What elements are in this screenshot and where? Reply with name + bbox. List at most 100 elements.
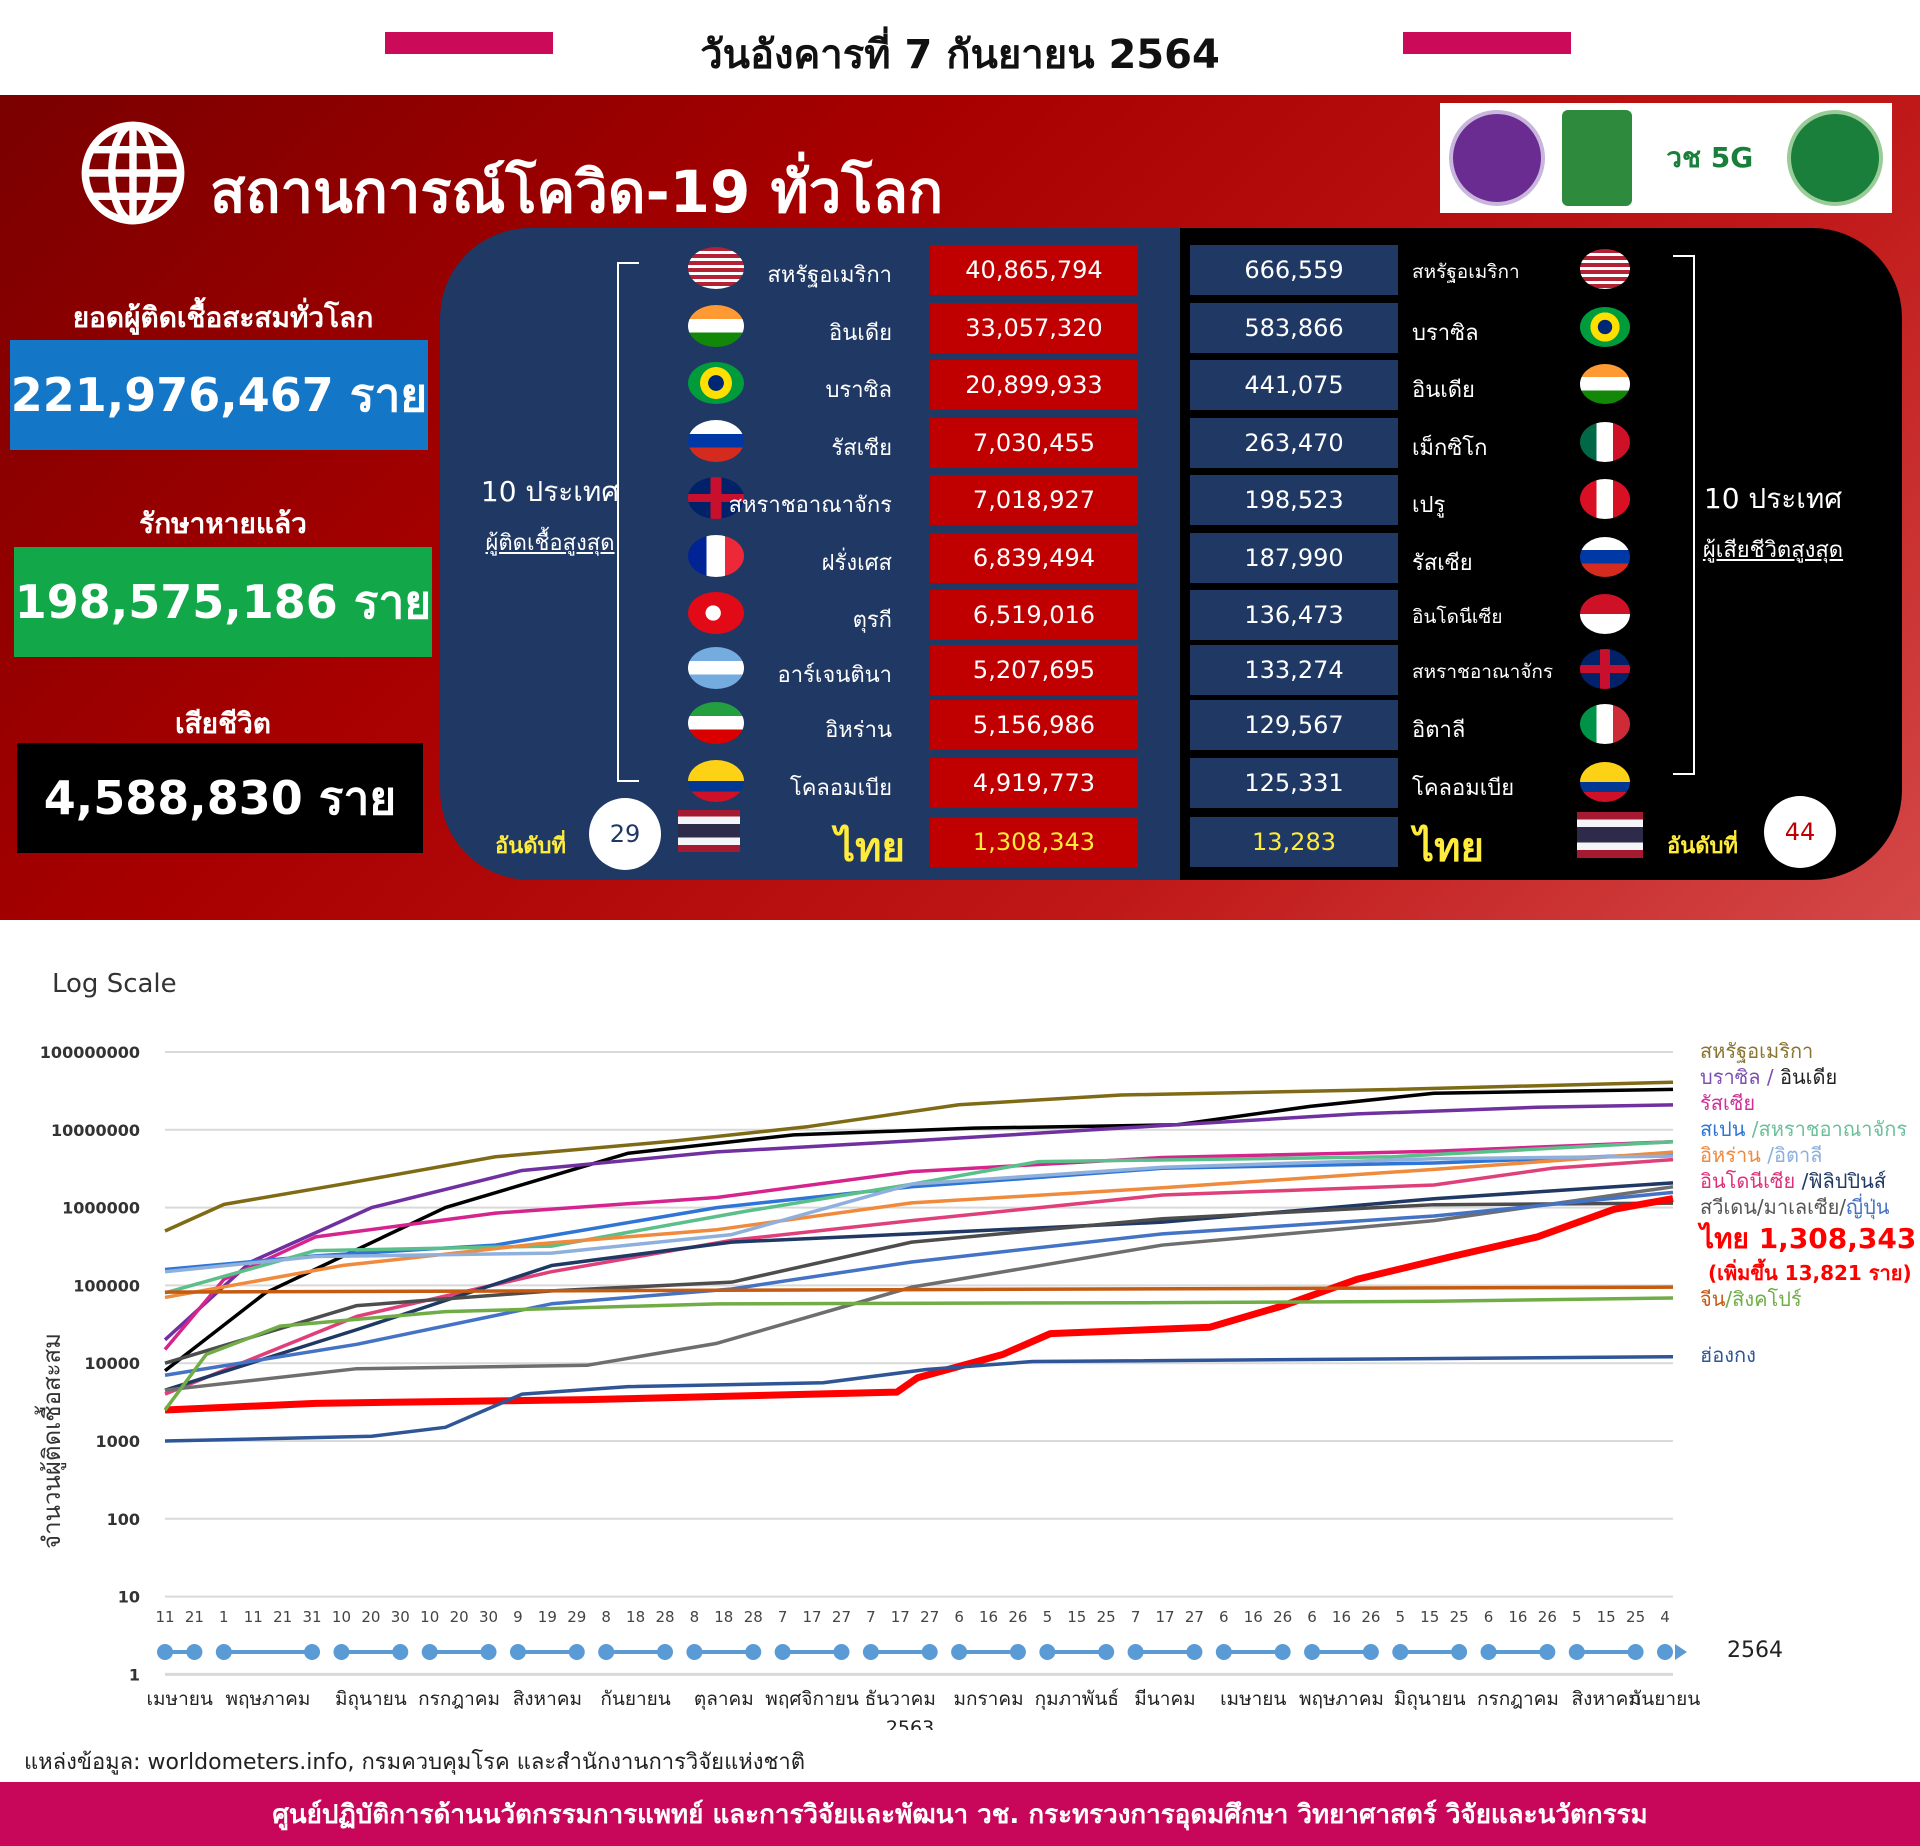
month-label: สิงหาคม: [1572, 1688, 1641, 1710]
timeline-arrow-icon: [1675, 1644, 1687, 1660]
cases-country-name: สหราชอาณาจักร: [728, 493, 892, 518]
thai-cases-country: ไทย: [835, 825, 905, 871]
x-tick-label: 17: [803, 1608, 822, 1626]
x-tick-label: 16: [1508, 1608, 1527, 1626]
x-tick-label: 7: [866, 1608, 876, 1626]
timeline-dot: [1451, 1644, 1468, 1660]
5g-logo: วช 5G: [1649, 110, 1770, 206]
timeline-dot: [304, 1644, 321, 1660]
month-label: พฤศจิกายน: [765, 1688, 859, 1710]
deaths-value: 133,274: [1190, 645, 1398, 695]
timeline-dot: [157, 1644, 173, 1660]
deaths-country-name: เปรู: [1412, 493, 1446, 518]
x-tick-label: 1: [219, 1608, 229, 1626]
cases-value: 7,030,455: [930, 418, 1138, 468]
deaths-country-name: บราซิล: [1412, 321, 1479, 346]
x-tick-label: 19: [538, 1608, 557, 1626]
decorative-bar-right: [1403, 32, 1571, 54]
timeline-dot: [1127, 1644, 1144, 1660]
x-tick-label: 20: [450, 1608, 469, 1626]
deaths-group-title: 10 ประเทศ: [1703, 482, 1843, 515]
legend-item: ไทย 1,308,343: [1697, 1222, 1916, 1255]
month-label: พฤษภาคม: [1299, 1688, 1384, 1710]
x-tick-label: 10: [332, 1608, 351, 1626]
timeline-dot: [215, 1644, 232, 1660]
x-tick-label: 10: [420, 1608, 439, 1626]
x-tick-label: 7: [1131, 1608, 1141, 1626]
timeline-dot: [774, 1644, 791, 1660]
in-flag-icon: [688, 305, 744, 347]
legend-item: ฮ่องกง: [1700, 1343, 1756, 1367]
deaths-country-name: รัสเซีย: [1412, 551, 1473, 576]
x-tick-label: 26: [1008, 1608, 1027, 1626]
timeline-dot: [1657, 1644, 1673, 1660]
co-flag-icon: [1580, 762, 1630, 802]
cases-country-name: ฝรั่งเศส: [821, 551, 892, 576]
recovered-label: รักษาหายแล้ว: [139, 507, 307, 540]
legend-part: /ฟิลิปปินส์: [1802, 1169, 1886, 1193]
series-line-1: [163, 1087, 1674, 1373]
timeline-dot: [1539, 1644, 1556, 1660]
month-label: กรกฎาคม: [1477, 1688, 1559, 1710]
series-line-14: [164, 1285, 1674, 1294]
legend-item: รัสเซีย: [1700, 1091, 1755, 1115]
month-label: กุมภาพันธ์: [1035, 1688, 1119, 1711]
thai-cases-rank-label: อันดับที่: [495, 834, 567, 859]
y-axis-label: จำนวนผู้ติดเชื้อสะสม: [34, 1333, 67, 1549]
pe-flag-icon: [1580, 479, 1630, 519]
x-tick-label: 5: [1043, 1608, 1053, 1626]
legend-part: สวีเดน/มาเลเซีย/: [1700, 1195, 1846, 1219]
timeline-dot: [921, 1644, 938, 1660]
deaths-country-name: อินโดนีเซีย: [1412, 606, 1503, 628]
timeline-dot: [745, 1644, 762, 1660]
timeline-dot: [1274, 1644, 1291, 1660]
cases-value: 40,865,794: [930, 245, 1138, 295]
month-label: มิถุนายน: [335, 1688, 407, 1711]
deaths-value: 666,559: [1190, 245, 1398, 295]
cases-label: ยอดผู้ติดเชื้อสะสมทั่วโลก: [72, 301, 374, 334]
series-line-3: [163, 1139, 1674, 1351]
series-line-6: [164, 1150, 1674, 1300]
x-tick-label: 31: [303, 1608, 322, 1626]
x-tick-label: 5: [1396, 1608, 1406, 1626]
legend-item: สวีเดน/มาเลเซีย/ญี่ปุ่น: [1700, 1193, 1890, 1220]
thai-cases-value: 1,308,343: [930, 817, 1138, 867]
x-tick-label: 16: [1244, 1608, 1263, 1626]
it-flag-icon: [1580, 704, 1630, 744]
x-tick-label: 6: [1307, 1608, 1317, 1626]
decorative-bar-left: [385, 32, 553, 54]
y-tick-label: 100000000: [40, 1043, 140, 1062]
legend-item: (เพิ่มขึ้น 13,821 ราย): [1708, 1258, 1912, 1285]
x-tick-label: 21: [273, 1608, 292, 1626]
x-tick-label: 6: [1484, 1608, 1494, 1626]
ar-flag-icon: [688, 647, 744, 689]
series-line-7: [164, 1154, 1674, 1274]
thai-cases-rank: 29: [589, 798, 661, 870]
deaths-value: 583,866: [1190, 303, 1398, 353]
timeline-dot: [480, 1644, 497, 1660]
deaths-country-name: สหรัฐอเมริกา: [1412, 261, 1520, 283]
cases-country-name: อิหร่าน: [825, 718, 892, 743]
ru-flag-icon: [688, 420, 744, 462]
cases-country-name: บราซิล: [825, 378, 892, 403]
x-tick-label: 17: [1155, 1608, 1174, 1626]
deaths-country-name: อินเดีย: [1412, 378, 1475, 403]
cases-country-name: โคลอมเบีย: [789, 776, 892, 801]
cases-value: 20,899,933: [930, 360, 1138, 410]
deaths-value: 187,990: [1190, 533, 1398, 583]
legend-part: สเปน: [1700, 1117, 1752, 1141]
month-label: มีนาคม: [1134, 1688, 1195, 1710]
x-tick-label: 16: [979, 1608, 998, 1626]
legend-item: จีน/สิงคโปร์: [1700, 1287, 1802, 1311]
month-label: พฤษภาคม: [225, 1688, 310, 1710]
timeline-dot: [1568, 1644, 1585, 1660]
month-label: กันยายน: [600, 1688, 670, 1710]
fr-flag-icon: [688, 535, 744, 577]
month-label: กันยายน: [1630, 1688, 1700, 1710]
cases-value: 7,018,927: [930, 475, 1138, 525]
timeline-dot: [568, 1644, 585, 1660]
timeline-dot: [657, 1644, 673, 1660]
x-tick-label: 26: [1361, 1608, 1380, 1626]
timeline-dot: [1186, 1644, 1203, 1660]
thai-deaths-rank: 44: [1764, 796, 1836, 868]
